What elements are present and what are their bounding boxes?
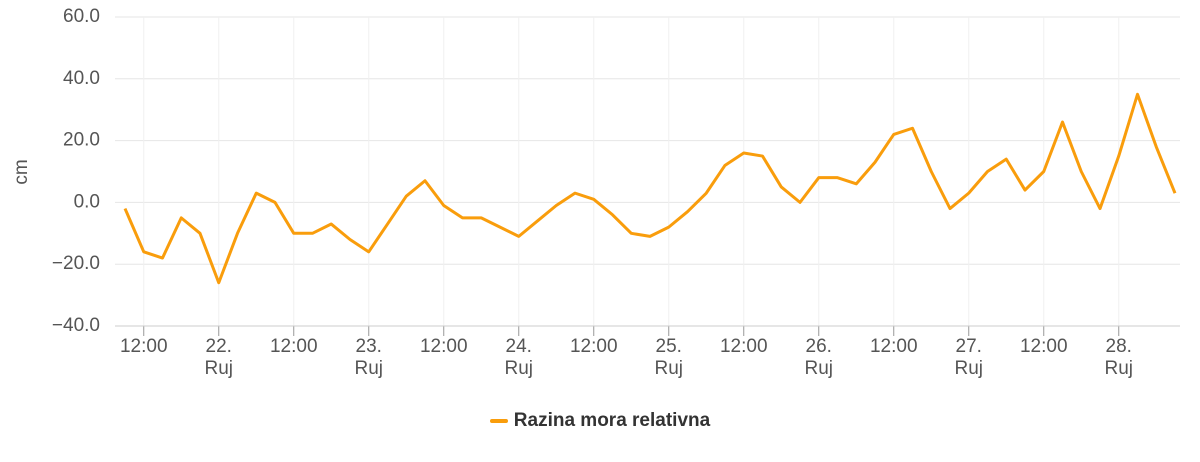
y-tick-label: −20.0 [52, 253, 100, 274]
x-tick-label: 12:00 [419, 336, 468, 357]
y-tick-label: −40.0 [52, 315, 100, 336]
y-tick-label: 60.0 [63, 6, 100, 27]
y-axis-label: cm [11, 159, 32, 184]
x-tick-label: 27. Ruj [954, 336, 983, 379]
x-tick-label: 24. Ruj [504, 336, 533, 379]
x-tick-label: 12:00 [869, 336, 918, 357]
y-tick-label: 0.0 [74, 191, 100, 212]
legend[interactable]: Razina mora relativna [0, 410, 1200, 432]
x-tick-label: 12:00 [719, 336, 768, 357]
y-tick-label: 40.0 [63, 68, 100, 89]
x-tick-label: 23. Ruj [354, 336, 383, 379]
x-tick-label: 12:00 [1019, 336, 1068, 357]
x-tick-label: 26. Ruj [804, 336, 833, 379]
x-tick-label: 12:00 [569, 336, 618, 357]
legend-swatch [489, 418, 508, 423]
x-tick-label: 22. Ruj [204, 336, 233, 379]
x-tick-label: 12:00 [119, 336, 168, 357]
x-tick-label: 12:00 [269, 336, 318, 357]
x-tick-label: 28. Ruj [1104, 336, 1133, 379]
series-line [123, 92, 1177, 285]
y-tick-label: 20.0 [63, 130, 100, 151]
x-tick-label: 25. Ruj [654, 336, 683, 379]
legend-label[interactable]: Razina mora relativna [513, 410, 711, 431]
